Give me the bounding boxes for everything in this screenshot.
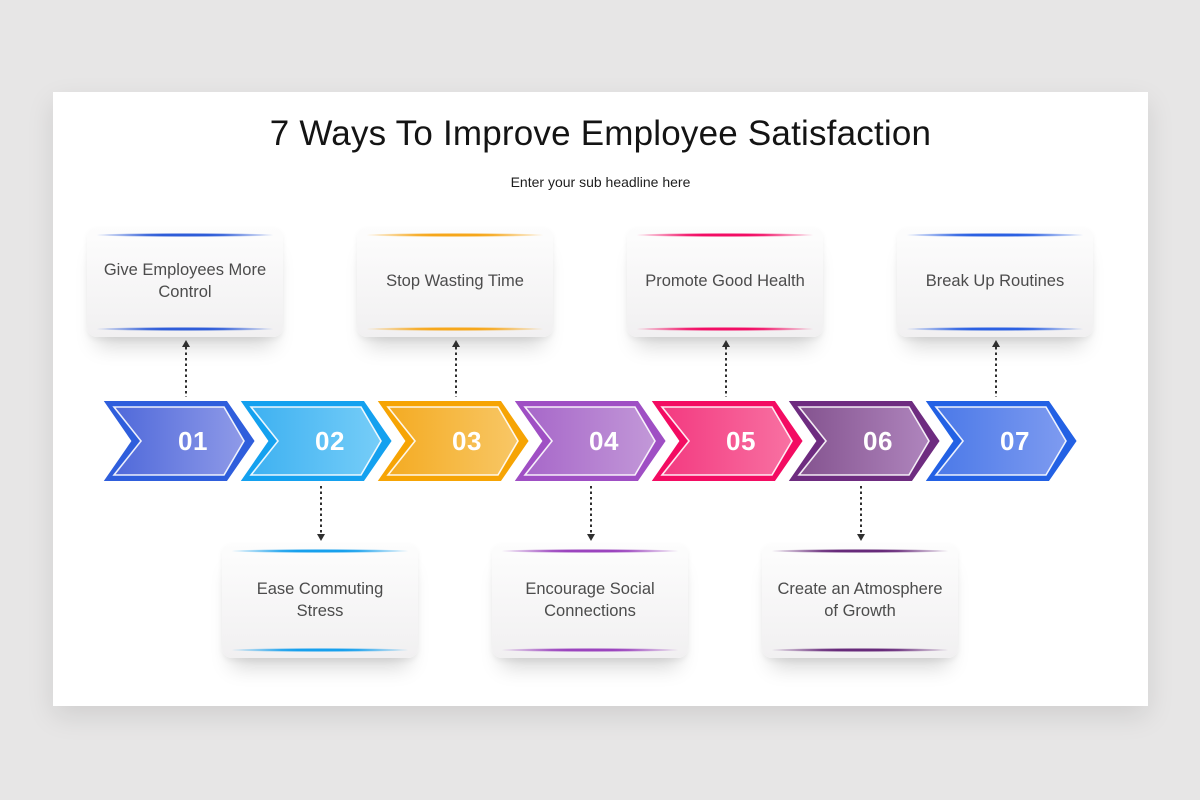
connector-arrow-up-icon xyxy=(721,340,730,398)
page-title: 7 Ways To Improve Employee Satisfaction xyxy=(269,114,932,153)
chevron-number: 07 xyxy=(1000,426,1030,456)
card-label: Give Employees More Control xyxy=(103,261,267,301)
connector-arrow-down-icon xyxy=(856,486,865,541)
page-subtitle: Enter your sub headline here xyxy=(510,174,691,190)
slide-panel: 7 Ways To Improve Employee Satisfaction … xyxy=(53,92,1148,706)
card-label: Ease Commuting Stress xyxy=(256,579,384,620)
chevron-process-bar: 07 06 05 04 03 02 01 xyxy=(95,397,1095,485)
card-step-3: Stop Wasting Time xyxy=(357,227,553,337)
card-accent-line xyxy=(231,549,409,553)
connector-arrow-up-icon xyxy=(181,340,190,398)
card-accent-line xyxy=(366,327,544,331)
card-accent-line xyxy=(501,549,679,553)
chevron-number: 03 xyxy=(452,426,482,456)
card-label: Encourage Social Connections xyxy=(525,579,655,620)
chevron-step-2: 02 xyxy=(233,397,397,485)
chevron-number: 01 xyxy=(178,426,208,456)
connector-arrow-up-icon xyxy=(991,340,1000,398)
chevron-inner-shape xyxy=(523,406,656,476)
chevron-number: 06 xyxy=(863,426,893,456)
card-label: Stop Wasting Time xyxy=(386,272,524,291)
card-label: Create an Atmosphere of Growth xyxy=(777,579,943,620)
card-accent-line xyxy=(501,648,679,652)
chevron-number: 04 xyxy=(589,426,619,456)
connector-arrow-down-icon xyxy=(586,486,595,541)
card-accent-line xyxy=(636,233,814,237)
card-accent-line xyxy=(96,233,274,237)
chevron-step-3: 03 xyxy=(370,397,534,485)
chevron-inner-shape xyxy=(386,406,519,476)
chevron-step-6: 06 xyxy=(781,397,945,485)
card-accent-line xyxy=(771,549,949,553)
chevron-step-4: 04 xyxy=(507,397,671,485)
connector-arrow-down-icon xyxy=(316,486,325,541)
card-step-4: Encourage Social Connections xyxy=(492,543,688,658)
chevron-inner-shape xyxy=(249,406,382,476)
chevron-number: 02 xyxy=(315,426,345,456)
card-accent-line xyxy=(636,327,814,331)
chevron-step-7: 07 xyxy=(918,397,1082,485)
card-accent-line xyxy=(906,327,1084,331)
card-step-2: Ease Commuting Stress xyxy=(222,543,418,658)
card-accent-line xyxy=(771,648,949,652)
chevron-bar-svg: 07 06 05 04 03 02 01 xyxy=(96,397,1082,485)
card-step-5: Promote Good Health xyxy=(627,227,823,337)
chevron-inner-shape xyxy=(934,406,1067,476)
chevron-number: 05 xyxy=(726,426,756,456)
card-step-1: Give Employees More Control xyxy=(87,227,283,337)
chevron-inner-shape xyxy=(660,406,793,476)
card-label: Promote Good Health xyxy=(645,272,805,291)
card-step-7: Break Up Routines xyxy=(897,227,1093,337)
chevron-step-5: 05 xyxy=(644,397,808,485)
card-accent-line xyxy=(906,233,1084,237)
chevron-inner-shape xyxy=(112,406,245,476)
card-accent-line xyxy=(96,327,274,331)
card-accent-line xyxy=(366,233,544,237)
chevron-inner-shape xyxy=(797,406,930,476)
card-step-6: Create an Atmosphere of Growth xyxy=(762,543,958,658)
card-label: Break Up Routines xyxy=(925,272,1065,291)
chevron-step-1: 01 xyxy=(96,397,260,485)
connector-arrow-up-icon xyxy=(451,340,460,398)
card-accent-line xyxy=(231,648,409,652)
